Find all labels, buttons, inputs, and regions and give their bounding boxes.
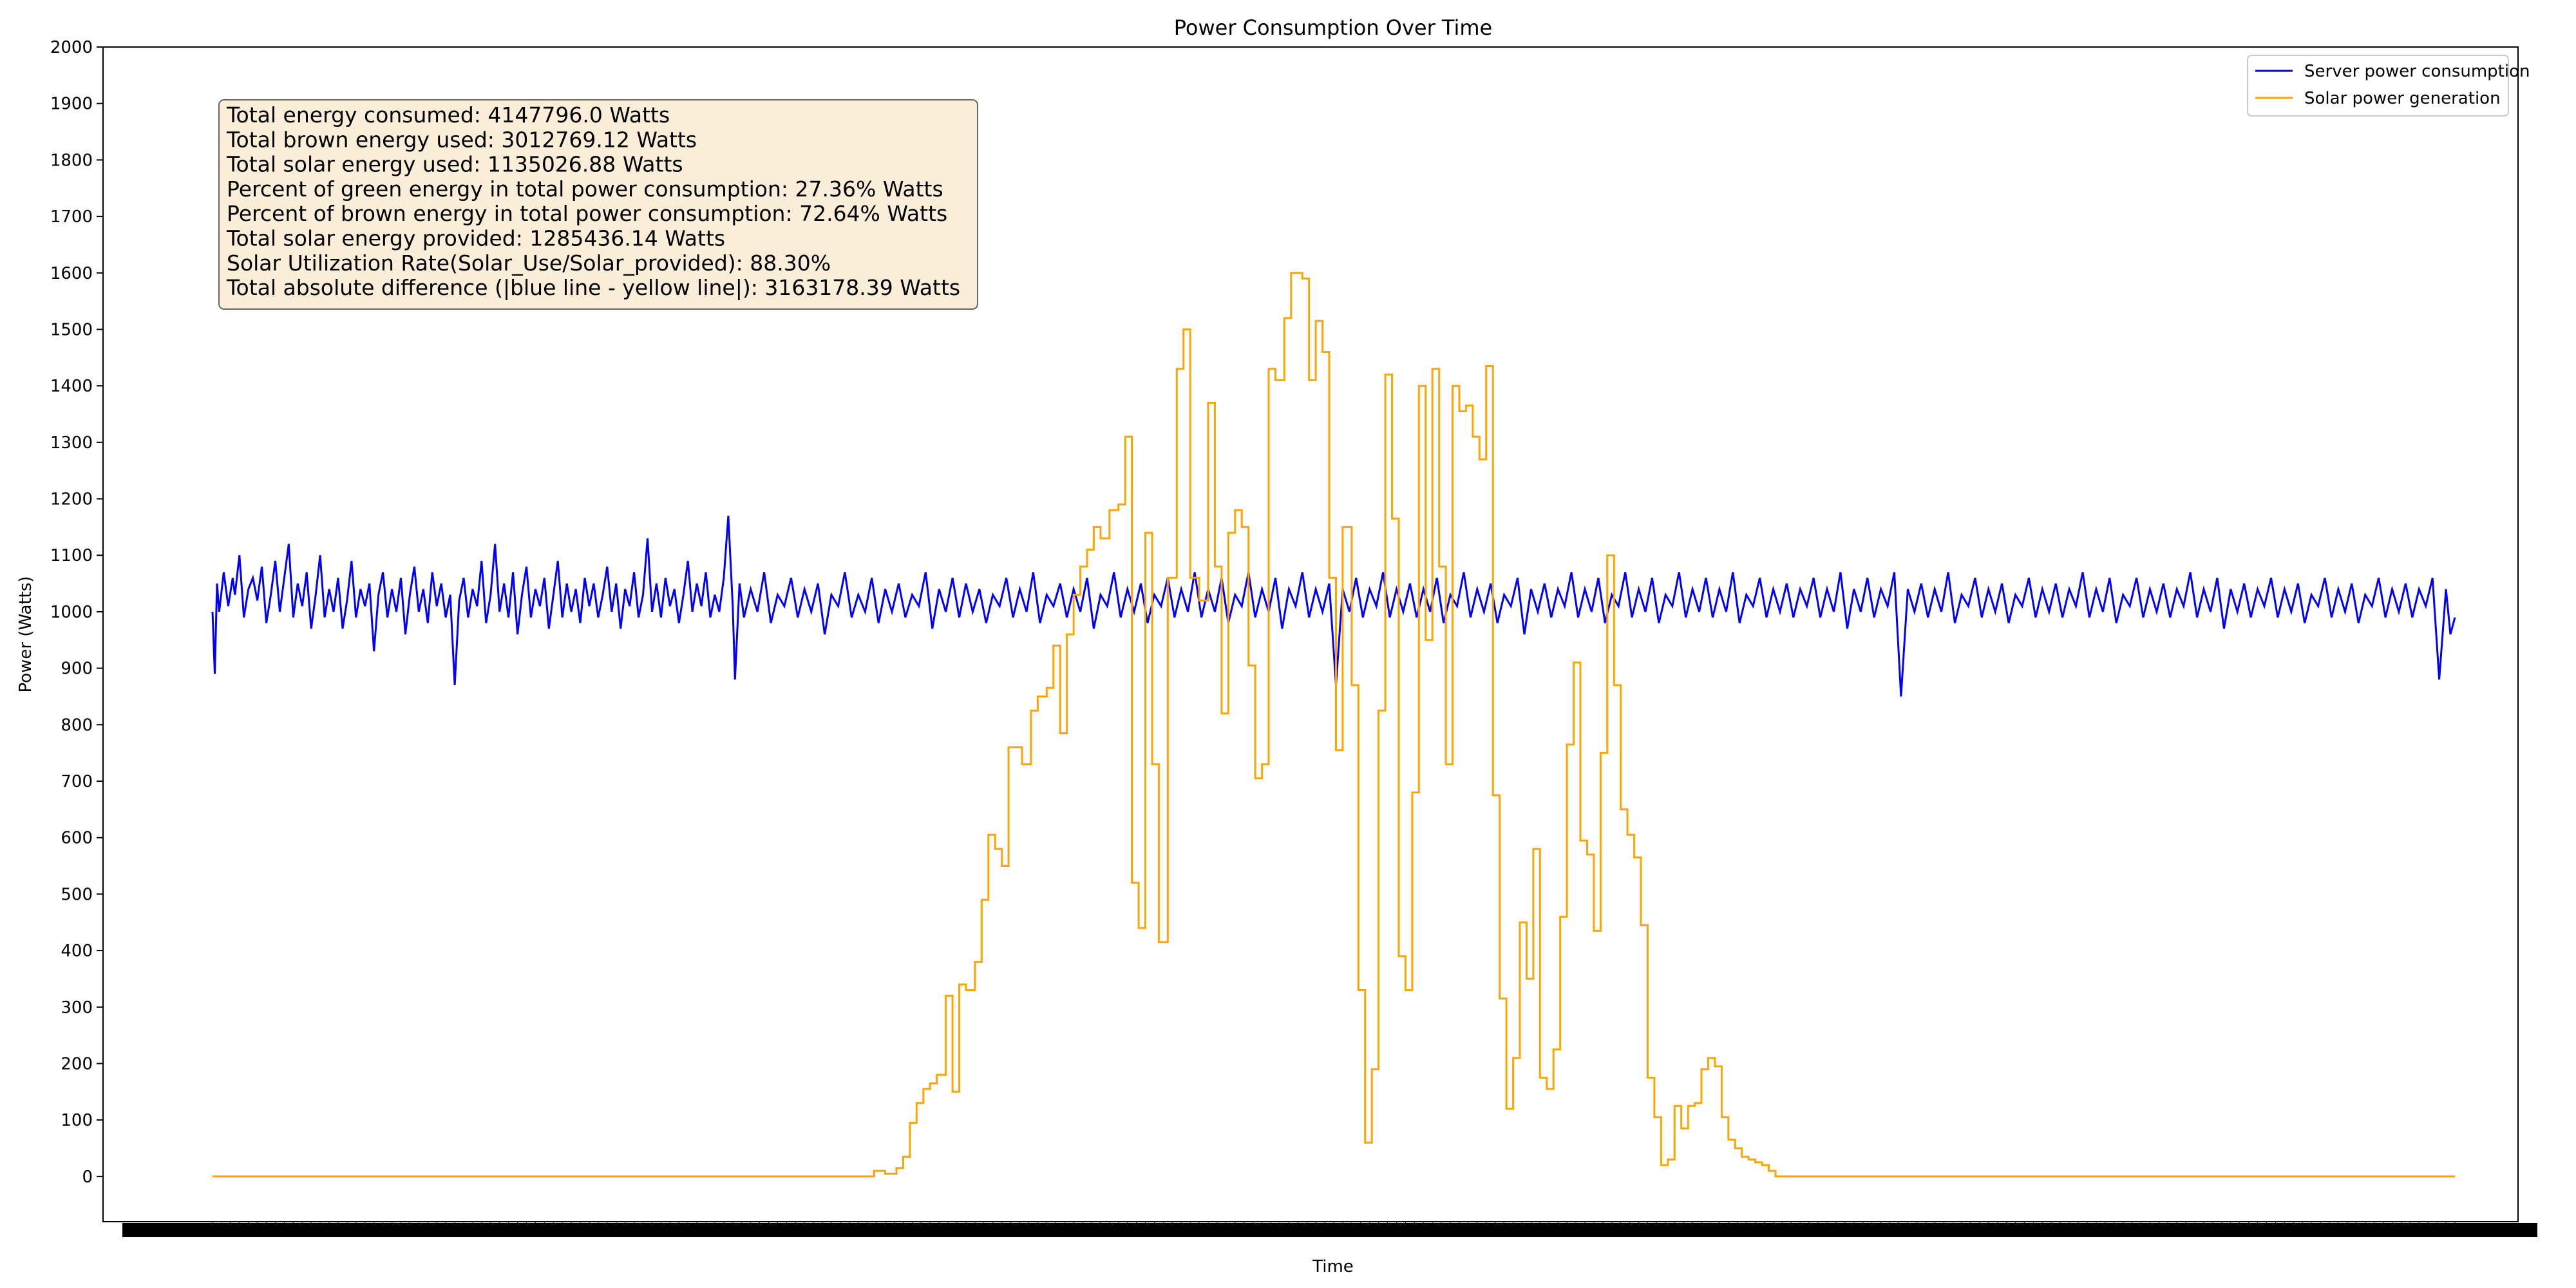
- annotation-lines: Total energy consumed: 4147796.0 WattsTo…: [226, 102, 960, 300]
- annotation-line: Total absolute difference (|blue line - …: [226, 275, 960, 300]
- annotation-line: Total solar energy provided: 1285436.14 …: [226, 226, 725, 251]
- x-axis-label: Time: [1312, 1257, 1354, 1276]
- y-tick-label: 1700: [50, 207, 93, 227]
- annotation-line: Total solar energy used: 1135026.88 Watt…: [226, 152, 683, 177]
- annotation-line: Solar Utilization Rate(Solar_Use/Solar_p…: [227, 251, 831, 276]
- y-tick-label: 500: [61, 885, 93, 904]
- y-tick-label: 1500: [50, 320, 93, 339]
- legend-frame: [2247, 55, 2509, 117]
- axes-frame: [102, 46, 2519, 1222]
- stats-annotation-box: Total energy consumed: 4147796.0 WattsTo…: [218, 99, 978, 310]
- y-tick-label: 1100: [50, 546, 93, 565]
- y-tick-label: 700: [61, 772, 93, 791]
- legend-label-solar: Solar power generation: [2304, 89, 2501, 108]
- x-tick-label-band: [122, 1223, 2537, 1237]
- annotation-line: Percent of brown energy in total power c…: [227, 201, 947, 226]
- y-tick-label: 400: [61, 942, 93, 961]
- y-axis-label: Power (Watts): [16, 576, 35, 692]
- annotation-background: [218, 99, 978, 310]
- y-tick-label: 600: [61, 829, 93, 848]
- y-tick-label: 1200: [50, 490, 93, 509]
- server-power-series-line: [211, 515, 2456, 697]
- annotation-line: Total energy consumed: 4147796.0 Watts: [226, 102, 670, 128]
- y-tick-label: 2000: [50, 38, 93, 57]
- y-tick-label: 1600: [50, 264, 93, 283]
- plot-area: 0 100 200 300 400 500 600 700 800 900 1000 1100 1200…: [50, 38, 2537, 1237]
- y-tick-label: 1300: [50, 433, 93, 453]
- x-axis-ticks: [122, 1222, 2537, 1237]
- y-tick-label: 900: [61, 659, 93, 679]
- annotation-line: Percent of green energy in total power c…: [227, 176, 943, 202]
- y-tick-label: 0: [82, 1168, 93, 1187]
- solar-power-series-line: [213, 272, 2455, 1178]
- y-tick-label: 800: [61, 715, 93, 735]
- annotation-line: Total brown energy used: 3012769.12 Watt…: [226, 127, 697, 152]
- y-tick-label: 100: [61, 1111, 93, 1130]
- legend-label-server: Server power consumption: [2304, 62, 2530, 81]
- y-tick-label: 1400: [50, 377, 93, 396]
- y-tick-label: 1000: [50, 603, 93, 622]
- series-layer: [211, 272, 2456, 1178]
- y-axis-ticks: 0 100 200 300 400 500 600 700 800 900 1000 1100 1200…: [50, 38, 103, 1187]
- y-tick-label: 1900: [50, 95, 93, 114]
- legend: Server power consumption Solar power gen…: [2247, 55, 2530, 117]
- y-tick-label: 1800: [50, 151, 93, 170]
- chart-title: Power Consumption Over Time: [1174, 15, 1492, 40]
- y-tick-label: 300: [61, 998, 93, 1018]
- y-tick-label: 200: [61, 1054, 93, 1074]
